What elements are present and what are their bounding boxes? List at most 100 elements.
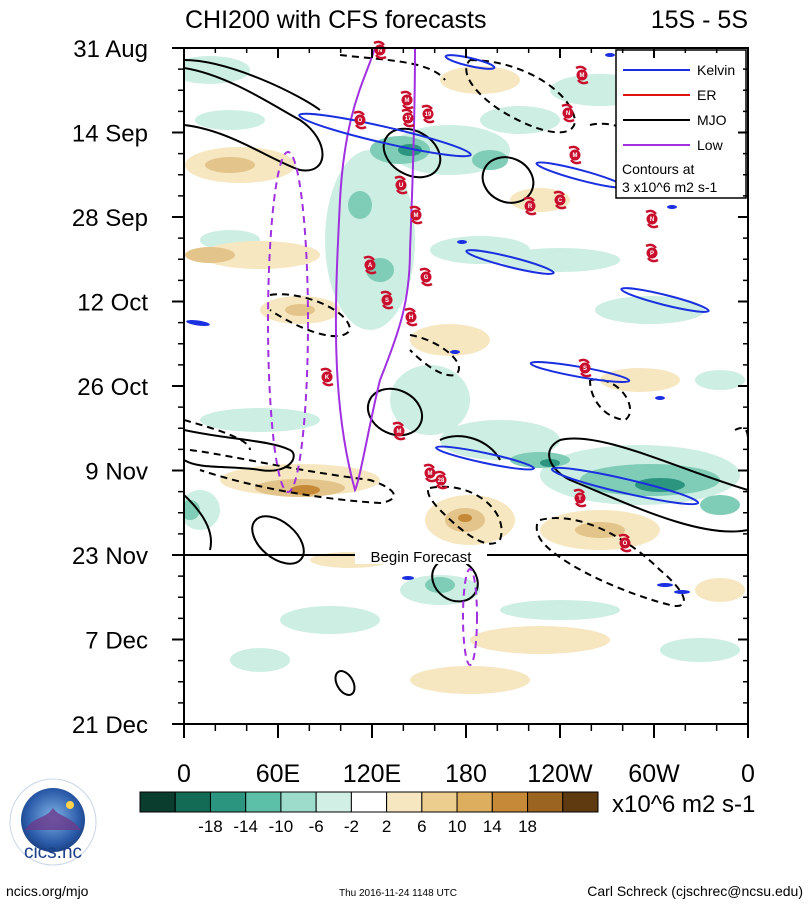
storm-dot bbox=[354, 114, 366, 126]
storm-dot bbox=[576, 69, 588, 81]
storm-label: P bbox=[650, 251, 654, 257]
storm-dot bbox=[422, 108, 434, 120]
y-tick-label: 26 Oct bbox=[77, 374, 148, 401]
storm-dot bbox=[569, 149, 581, 161]
storm-arms bbox=[523, 196, 537, 216]
storm-dot bbox=[646, 213, 658, 225]
storm-marker: M bbox=[423, 463, 437, 483]
colorbar-swatch bbox=[456, 791, 493, 813]
storm-marker: G bbox=[419, 267, 433, 287]
y-axis: 31 Aug 14 Sep 28 Sep 12 Oct 26 Oct 9 Nov 23 No… bbox=[72, 36, 748, 739]
y-tick-label: 7 Dec bbox=[85, 628, 148, 655]
storm-marker: A bbox=[363, 255, 377, 275]
logo-text: cics.nc bbox=[24, 842, 82, 863]
storm-label: A bbox=[368, 263, 373, 269]
storm-label: U bbox=[399, 183, 403, 189]
y-tick-label: 28 Sep bbox=[72, 205, 148, 232]
y-tick-label: 31 Aug bbox=[73, 36, 148, 63]
storm-marker: S bbox=[578, 358, 592, 378]
colorbar-tick-label: -2 bbox=[344, 817, 359, 836]
storm-label: 19 bbox=[425, 112, 432, 118]
colorbar-swatch bbox=[386, 791, 423, 813]
storm-arms bbox=[421, 104, 435, 124]
storm-dot bbox=[554, 194, 566, 206]
storm-label: 17 bbox=[405, 116, 412, 122]
storm-dot bbox=[401, 94, 413, 106]
storm-marker: H bbox=[404, 307, 418, 327]
colorbar: -18 -14 -10 -6 -2 2 6 10 14 18 bbox=[139, 791, 599, 836]
storm-arms bbox=[380, 290, 394, 310]
storm-label: M bbox=[580, 73, 585, 79]
storm-label: T bbox=[578, 496, 582, 502]
legend-box bbox=[615, 49, 747, 199]
legend-kelvin-label: Kelvin bbox=[697, 62, 735, 78]
colorbar-swatch bbox=[174, 791, 211, 813]
storm-label: M bbox=[414, 213, 419, 219]
storm-marker: C bbox=[553, 190, 567, 210]
storm-marker: M bbox=[409, 205, 423, 225]
colorbar-tick-label: -14 bbox=[233, 817, 258, 836]
storm-label: N bbox=[650, 217, 654, 223]
tropical-cyclone-markers: N M M 17 19 O N P M U R C M N A G S H S K M M 28 T O bbox=[320, 40, 659, 553]
storm-marker: O bbox=[618, 533, 632, 553]
x-tick-label: 0 bbox=[177, 760, 191, 788]
storm-label: S bbox=[583, 366, 587, 372]
low-frequency-dashed-contours bbox=[267, 151, 478, 666]
storm-marker: N bbox=[561, 103, 575, 123]
storm-arms bbox=[353, 110, 367, 130]
colorbar-swatch bbox=[491, 791, 529, 813]
storm-marker: U bbox=[394, 175, 408, 195]
storm-label: S bbox=[385, 298, 389, 304]
storm-marker: R bbox=[523, 196, 537, 216]
storm-label: R bbox=[528, 204, 533, 210]
x-axis: 0 60E 120E 180 120W 60W 0 bbox=[177, 48, 755, 788]
colorbar-swatch bbox=[527, 791, 564, 813]
colorbar-swatch bbox=[350, 791, 388, 813]
storm-dot bbox=[321, 371, 333, 383]
x-tick-label: 180 bbox=[445, 760, 487, 788]
storm-label: N bbox=[378, 48, 382, 54]
colorbar-tick-label: 14 bbox=[483, 817, 502, 836]
storm-dot bbox=[619, 537, 631, 549]
storm-arms bbox=[401, 108, 415, 128]
colorbar-swatch bbox=[315, 791, 352, 813]
x-tick-label: 60E bbox=[256, 760, 300, 788]
storm-marker: N bbox=[645, 209, 659, 229]
storm-arms bbox=[645, 243, 659, 263]
storm-arms bbox=[645, 209, 659, 229]
x-tick-label: 120W bbox=[527, 760, 593, 788]
region-label: 15S - 5S bbox=[651, 6, 748, 34]
storm-dot bbox=[420, 271, 432, 283]
x-tick-label: 0 bbox=[741, 760, 755, 788]
storm-arms bbox=[575, 65, 589, 85]
legend-er-label: ER bbox=[697, 87, 716, 103]
storm-arms bbox=[404, 307, 418, 327]
storm-arms bbox=[561, 103, 575, 123]
storm-dot bbox=[646, 247, 658, 259]
storm-marker: T bbox=[573, 488, 587, 508]
storm-label: 28 bbox=[438, 478, 445, 484]
y-tick-label: 12 Oct bbox=[77, 290, 148, 317]
storm-label: K bbox=[325, 375, 330, 381]
storm-arms bbox=[320, 367, 334, 387]
storm-arms bbox=[394, 175, 408, 195]
storm-dot bbox=[393, 425, 405, 437]
colorbar-tick-label: 10 bbox=[448, 817, 467, 836]
forecast-label-background bbox=[355, 546, 487, 564]
begin-forecast-label: Begin Forecast bbox=[371, 549, 473, 566]
colorbar-units: x10^6 m2 s-1 bbox=[612, 791, 755, 818]
storm-dot bbox=[402, 112, 414, 124]
y-tick-label: 23 Nov bbox=[72, 543, 148, 570]
logo-sun bbox=[66, 801, 74, 809]
storm-marker: S bbox=[380, 290, 394, 310]
legend-contour-note: Contours at bbox=[622, 161, 694, 177]
x-tick-label: 60W bbox=[628, 760, 680, 788]
colorbar-swatch bbox=[421, 791, 458, 813]
storm-dot bbox=[579, 362, 591, 374]
storm-label: N bbox=[566, 111, 570, 117]
storm-dot bbox=[364, 259, 376, 271]
storm-arms bbox=[578, 358, 592, 378]
storm-label: H bbox=[409, 315, 413, 321]
colorbar-swatch bbox=[139, 791, 176, 813]
